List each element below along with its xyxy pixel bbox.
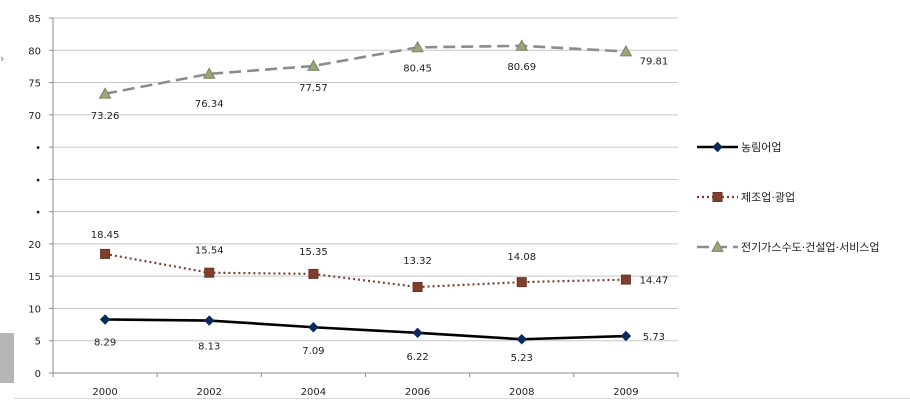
data-label: 14.08 bbox=[507, 252, 536, 263]
x-tick-label: 2008 bbox=[509, 387, 534, 398]
y-tick-label: 10 bbox=[28, 304, 41, 315]
series-line bbox=[104, 44, 626, 96]
triangle-marker bbox=[411, 40, 424, 53]
diamond-marker bbox=[204, 315, 215, 326]
series-line bbox=[104, 252, 626, 289]
y-tick-label: 0 bbox=[35, 369, 41, 380]
triangle-marker bbox=[202, 67, 216, 79]
data-label: 8.29 bbox=[94, 337, 116, 348]
data-label: 13.32 bbox=[403, 256, 432, 267]
series-lines bbox=[104, 44, 626, 341]
x-tick-label: 2009 bbox=[613, 387, 638, 398]
series-markers bbox=[98, 39, 633, 345]
y-tick-label: 85 bbox=[28, 14, 41, 25]
square-marker bbox=[516, 277, 527, 288]
legend-label: 전기가스수도·건설업·서비스업 bbox=[741, 241, 880, 254]
data-label: 73.26 bbox=[91, 111, 120, 122]
square-marker bbox=[308, 268, 319, 279]
triangle-marker bbox=[515, 39, 529, 51]
data-label: 80.69 bbox=[507, 62, 536, 73]
data-label: 15.35 bbox=[299, 247, 328, 258]
x-tick-label: 2000 bbox=[92, 387, 117, 398]
diamond-marker bbox=[712, 141, 723, 153]
x-tick-label: 2006 bbox=[405, 387, 430, 398]
data-label: 80.45 bbox=[403, 63, 432, 74]
data-label: 14.47 bbox=[640, 276, 669, 287]
y-tick-label: 5 bbox=[35, 337, 41, 348]
data-label: 77.57 bbox=[299, 83, 328, 94]
grid-lines bbox=[53, 17, 678, 342]
data-label: 5.73 bbox=[643, 332, 665, 343]
y-tick-label: • bbox=[35, 143, 41, 154]
square-marker bbox=[204, 267, 215, 278]
side-gray-block bbox=[0, 333, 14, 383]
x-tick-label: 2004 bbox=[301, 387, 326, 398]
data-label: 18.45 bbox=[91, 230, 120, 241]
y-tick-label: 75 bbox=[28, 79, 41, 90]
triangle-marker bbox=[307, 59, 320, 71]
axes bbox=[49, 17, 679, 377]
y-tick-labels: 0 5 10 15 20 • • • 70 75 80 85 bbox=[28, 14, 41, 380]
series-line bbox=[105, 318, 626, 341]
triangle-marker bbox=[711, 240, 724, 252]
data-label: 76.34 bbox=[195, 99, 224, 110]
diamond-marker bbox=[412, 327, 423, 339]
diamond-marker bbox=[620, 330, 632, 342]
y-tick-label: 80 bbox=[28, 46, 41, 57]
square-marker bbox=[712, 192, 723, 202]
x-tick-labels: 2000 2002 2004 2006 2008 2009 bbox=[92, 387, 638, 398]
data-label: 6.22 bbox=[406, 352, 428, 363]
triangle-marker bbox=[619, 44, 633, 57]
data-label: 8.13 bbox=[198, 342, 220, 353]
data-label: 15.54 bbox=[195, 246, 224, 257]
x-tick-label: 2002 bbox=[197, 387, 222, 398]
data-label: 7.09 bbox=[302, 346, 324, 357]
frame-bottom-line bbox=[14, 398, 910, 399]
side-arrow-icon: › bbox=[0, 52, 5, 65]
y-tick-label: 20 bbox=[28, 240, 41, 251]
triangle-marker bbox=[98, 87, 112, 99]
y-tick-label: • bbox=[35, 208, 41, 219]
legend-label: 농림어업 bbox=[741, 141, 781, 154]
square-marker bbox=[620, 274, 631, 285]
y-tick-label: • bbox=[35, 175, 41, 186]
legend-label: 제조업·광업 bbox=[741, 191, 795, 204]
data-label: 5.23 bbox=[511, 353, 533, 364]
diamond-marker bbox=[99, 314, 111, 325]
diamond-marker bbox=[516, 334, 527, 345]
data-labels: 8.29 8.13 7.09 6.22 5.23 5.73 18.45 15.54 15.35 1… bbox=[91, 56, 668, 364]
square-marker bbox=[100, 248, 111, 259]
y-tick-label: 15 bbox=[28, 272, 41, 283]
data-label: 79.81 bbox=[640, 56, 669, 67]
diamond-marker bbox=[308, 322, 319, 333]
y-tick-label: 70 bbox=[28, 111, 41, 122]
square-marker bbox=[412, 282, 423, 293]
